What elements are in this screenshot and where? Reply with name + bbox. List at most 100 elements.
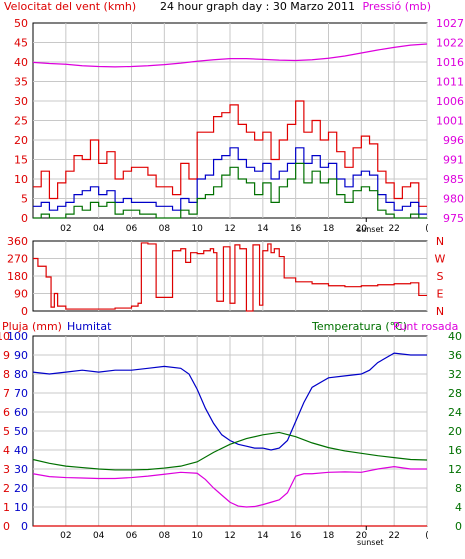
y-tick-label-right: 4 [455, 501, 462, 514]
y-tick-label-left: 10 [14, 501, 28, 514]
x-tick-label: 18 [323, 224, 335, 234]
y-tick-label-left: 5 [21, 193, 28, 206]
x-tick-label: 14 [257, 224, 269, 234]
y-tick-label-right: 1027 [436, 17, 464, 30]
x-tick-label: 14 [257, 531, 269, 541]
y-tick-label-left: 180 [7, 270, 28, 283]
x-tick-label: 16 [290, 224, 302, 234]
y-tick-label-right: 12 [448, 463, 462, 476]
y-tick-label-left: 100 [7, 330, 28, 343]
x-tick-label: 08 [159, 531, 171, 541]
y-tick-label-left: 35 [14, 76, 28, 89]
y-tick-label-right: 996 [443, 134, 464, 147]
y-tick-label-left: 6 [3, 406, 10, 419]
dewpoint-axis-title: Punt rosada [393, 320, 458, 333]
x-tick-label: 06 [126, 531, 138, 541]
x-tick-label: ( [425, 531, 429, 541]
y-tick-label-right: 36 [448, 349, 462, 362]
y-tick-label-right: 32 [448, 368, 462, 381]
wind-pressure-panel: 0 5 10 15 20 25 30 35 40 45 50 975 980 985 991 996 1001 1… [4, 0, 464, 234]
x-tick-label: 22 [388, 224, 399, 234]
y-tick-label-left: 5 [3, 425, 10, 438]
y-tick-label-right: S [437, 270, 444, 283]
y-tick-label-left: 25 [14, 115, 28, 128]
y-tick-label-left: 7 [3, 387, 10, 400]
sunset-label-bottom: sunset [357, 538, 384, 547]
wind_gust-series-line [33, 100, 427, 207]
y-tick-label-left: 8 [3, 368, 10, 381]
y-tick-label-right: W [435, 253, 446, 266]
y-tick-label-left: 80 [14, 368, 28, 381]
y-tick-label-left: 60 [14, 406, 28, 419]
humidity-series-line [32, 352, 427, 451]
y-tick-label-right: N [436, 305, 444, 318]
x-tick-label: 10 [191, 224, 203, 234]
y-tick-label-left: 50 [14, 17, 28, 30]
sunset-label: sunset [357, 225, 384, 234]
x-tick-label: 02 [60, 224, 71, 234]
y-tick-label-left: 30 [14, 463, 28, 476]
y-tick-label-left: 30 [14, 95, 28, 108]
y-tick-label-right: 16 [448, 444, 462, 457]
x-tick-label: ( [425, 224, 429, 234]
x-tick-label: 10 [191, 531, 203, 541]
x-tick-label: 16 [290, 531, 302, 541]
x-tick-label: 04 [93, 531, 105, 541]
y-tick-label-left: 0 [21, 212, 28, 225]
y-tick-label-right: 1011 [436, 76, 464, 89]
y-tick-label-right: 1006 [436, 95, 464, 108]
x-tick-label: 20 [356, 224, 368, 234]
x-tick-label: 12 [224, 531, 235, 541]
x-tick-label: 02 [60, 531, 71, 541]
y-tick-label-left: 0 [21, 305, 28, 318]
y-tick-label-left: 2 [3, 482, 10, 495]
humidity-temperature-panel: 0123456789100102030405060708090100048121… [0, 320, 462, 547]
x-tick-label: 22 [388, 531, 399, 541]
temperature-series-line [32, 431, 428, 471]
pressure-series-line [32, 43, 428, 68]
y-tick-label-right: 24 [448, 406, 462, 419]
y-tick-label-right: 40 [448, 330, 462, 343]
y-tick-label-left: 90 [14, 288, 28, 301]
y-tick-label-left: 0 [3, 520, 10, 533]
y-tick-label-right: 985 [443, 173, 464, 186]
y-tick-label-right: 1001 [436, 115, 464, 128]
y-tick-label-right: 991 [443, 154, 464, 167]
rain-axis-title: Pluja (mm) [2, 320, 62, 333]
wind_avg-series-line [33, 147, 427, 215]
y-tick-label-left: 50 [14, 425, 28, 438]
x-tick-label: 08 [159, 224, 171, 234]
wind-speed-axis-title: Velocitat del vent (kmh) [4, 0, 136, 13]
y-tick-label-right: 0 [455, 520, 462, 533]
y-tick-label-left: 10 [14, 173, 28, 186]
y-tick-label-right: E [437, 288, 444, 301]
y-tick-label-left: 90 [14, 349, 28, 362]
chart-title: 24 hour graph day : 30 Marzo 2011 [160, 0, 355, 13]
y-tick-label-right: 975 [443, 212, 464, 225]
y-tick-label-left: 10 [0, 330, 10, 343]
y-tick-label-right: 28 [448, 387, 462, 400]
y-tick-label-left: 70 [14, 387, 28, 400]
y-tick-label-right: 1022 [436, 37, 464, 50]
y-tick-label-left: 270 [7, 253, 28, 266]
humidity-axis-title: Humitat [67, 320, 112, 333]
y-tick-label-right: 1016 [436, 56, 464, 69]
y-tick-label-left: 9 [3, 349, 10, 362]
y-tick-label-left: 45 [14, 37, 28, 50]
wind_min-series-line [33, 162, 427, 219]
temperature-axis-title: Temperatura (°C) [311, 320, 407, 333]
y-tick-label-left: 40 [14, 444, 28, 457]
y-tick-label-right: 8 [455, 482, 462, 495]
y-tick-label-left: 1 [3, 501, 10, 514]
direction-series-line [33, 242, 427, 312]
y-tick-label-left: 15 [14, 154, 28, 167]
y-tick-label-left: 20 [14, 134, 28, 147]
dewpoint-series-line [32, 466, 427, 508]
y-tick-label-left: 3 [3, 463, 10, 476]
y-tick-label-right: 980 [443, 193, 464, 206]
x-tick-label: 20 [356, 531, 368, 541]
y-tick-label-left: 40 [14, 56, 28, 69]
y-tick-label-left: 0 [21, 520, 28, 533]
